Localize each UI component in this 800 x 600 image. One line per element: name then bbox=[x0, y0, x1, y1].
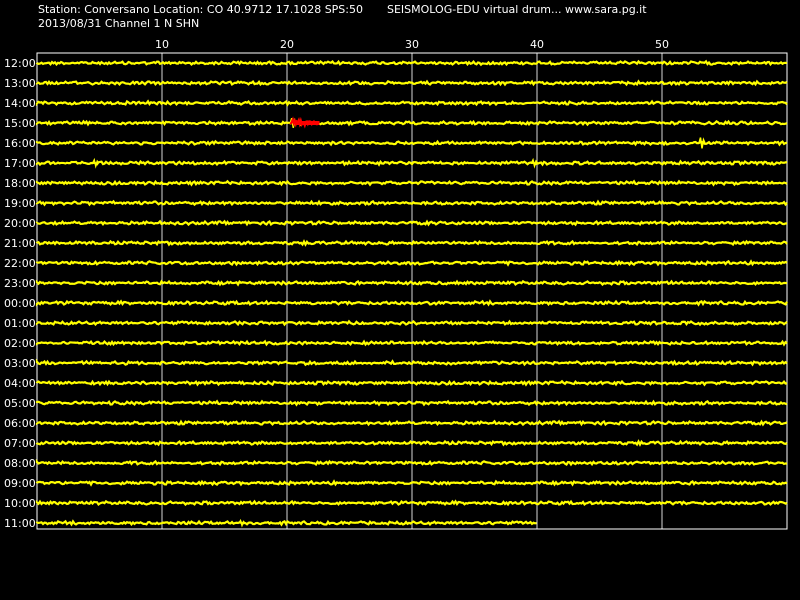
spike-1600-0 bbox=[698, 137, 706, 149]
hour-label-0700: 07:00 bbox=[4, 437, 36, 450]
hour-label-0300: 03:00 bbox=[4, 357, 36, 370]
trace-0400 bbox=[35, 379, 788, 387]
x-tick-label-10: 10 bbox=[155, 38, 169, 51]
hour-label-1900: 19:00 bbox=[4, 197, 36, 210]
trace-1900 bbox=[35, 199, 788, 207]
spike-1700-0 bbox=[92, 157, 100, 169]
trace-1100 bbox=[35, 519, 537, 527]
x-tick-label-40: 40 bbox=[530, 38, 544, 51]
grid-lines bbox=[161, 53, 663, 529]
x-tick-labels: 10 20 30 40 50 bbox=[155, 38, 669, 51]
trace-2000 bbox=[35, 219, 788, 227]
trace-0800 bbox=[35, 459, 788, 467]
hour-label-0600: 06:00 bbox=[4, 417, 36, 430]
trace-lines bbox=[35, 59, 788, 528]
trace-0900 bbox=[35, 479, 788, 487]
spike-1100-0 bbox=[238, 518, 246, 528]
hour-label-1200: 12:00 bbox=[4, 57, 36, 70]
trace-1400 bbox=[35, 99, 788, 107]
trace-0000 bbox=[35, 299, 788, 307]
hour-label-0000: 00:00 bbox=[4, 297, 36, 310]
hour-label-2100: 21:00 bbox=[4, 237, 36, 250]
hour-label-0100: 01:00 bbox=[4, 317, 36, 330]
hour-label-2300: 23:00 bbox=[4, 277, 36, 290]
trace-0700 bbox=[35, 439, 788, 447]
event-band-1500 bbox=[294, 121, 320, 125]
hour-label-1700: 17:00 bbox=[4, 157, 36, 170]
trace-1500 bbox=[35, 119, 788, 127]
trace-2100 bbox=[35, 239, 788, 247]
trace-1000 bbox=[35, 499, 788, 507]
x-tick-label-30: 30 bbox=[405, 38, 419, 51]
trace-0200 bbox=[35, 339, 788, 347]
x-tick-label-50: 50 bbox=[655, 38, 669, 51]
hour-labels: 12:00 13:00 14:00 15:00 16:00 17:00 18:00 19:00… bbox=[4, 57, 36, 530]
hour-label-1500: 15:00 bbox=[4, 117, 36, 130]
trace-1300 bbox=[35, 79, 788, 87]
hour-label-2000: 20:00 bbox=[4, 217, 36, 230]
trace-0500 bbox=[35, 399, 788, 407]
trace-0100 bbox=[35, 319, 788, 327]
hour-label-1000: 10:00 bbox=[4, 497, 36, 510]
drum-title: SEISMOLOG-EDU virtual drum... www.sara.p… bbox=[387, 3, 647, 16]
hour-label-2200: 22:00 bbox=[4, 257, 36, 270]
trace-1700 bbox=[35, 159, 788, 167]
hour-label-1800: 18:00 bbox=[4, 177, 36, 190]
hour-label-1100: 11:00 bbox=[4, 517, 36, 530]
hour-label-1600: 16:00 bbox=[4, 137, 36, 150]
x-tick-label-20: 20 bbox=[280, 38, 294, 51]
hour-label-0900: 09:00 bbox=[4, 477, 36, 490]
hour-label-1300: 13:00 bbox=[4, 77, 36, 90]
hour-label-0400: 04:00 bbox=[4, 377, 36, 390]
trace-1200 bbox=[35, 59, 788, 67]
trace-2300 bbox=[35, 279, 788, 287]
trace-0600 bbox=[35, 419, 788, 427]
station-info: Station: Conversano Location: CO 40.9712… bbox=[38, 3, 363, 16]
hour-label-0800: 08:00 bbox=[4, 457, 36, 470]
hour-label-0200: 02:00 bbox=[4, 337, 36, 350]
trace-0300 bbox=[35, 358, 788, 367]
trace-1800 bbox=[35, 179, 788, 187]
hour-label-0500: 05:00 bbox=[4, 397, 36, 410]
date-channel-info: 2013/08/31 Channel 1 N SHN bbox=[38, 17, 200, 30]
hour-label-1400: 14:00 bbox=[4, 97, 36, 110]
spike-1700-1 bbox=[530, 157, 539, 169]
trace-2200 bbox=[35, 259, 788, 267]
trace-1600 bbox=[35, 139, 788, 147]
